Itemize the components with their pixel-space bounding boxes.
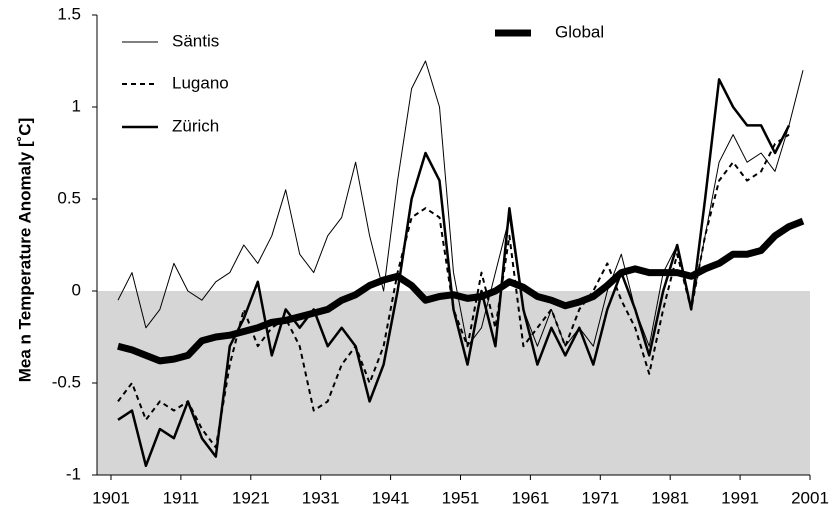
y-tick-label: -0.5 xyxy=(52,372,81,391)
x-tick-label: 1971 xyxy=(581,488,619,507)
y-axis-label: Mea n Temperature Anomaly [˚C] xyxy=(15,118,34,383)
x-tick-label: 2001 xyxy=(791,488,829,507)
x-tick-label: 1961 xyxy=(511,488,549,507)
y-tick-label: 1.5 xyxy=(57,4,81,23)
y-tick-label: 0.5 xyxy=(57,188,81,207)
x-tick-label: 1921 xyxy=(232,488,270,507)
x-tick-label: 1901 xyxy=(92,488,130,507)
below-zero-shade xyxy=(97,291,810,475)
y-tick-label: 1 xyxy=(72,96,81,115)
y-tick-label: -1 xyxy=(66,464,81,483)
x-tick-label: 1931 xyxy=(302,488,340,507)
x-tick-label: 1941 xyxy=(372,488,410,507)
series-line xyxy=(117,133,790,449)
legend-label: Säntis xyxy=(172,31,219,50)
x-tick-label: 1981 xyxy=(651,488,689,507)
series-line xyxy=(117,217,805,365)
legend-label: Zürich xyxy=(172,116,219,135)
x-tick-label: 1951 xyxy=(442,488,480,507)
x-tick-label: 1911 xyxy=(163,488,200,507)
legend-label: Global xyxy=(555,22,604,41)
legend-label: Lugano xyxy=(172,73,229,92)
series-line xyxy=(117,78,791,468)
y-tick-label: 0 xyxy=(72,280,81,299)
x-tick-label: 1991 xyxy=(721,488,759,507)
